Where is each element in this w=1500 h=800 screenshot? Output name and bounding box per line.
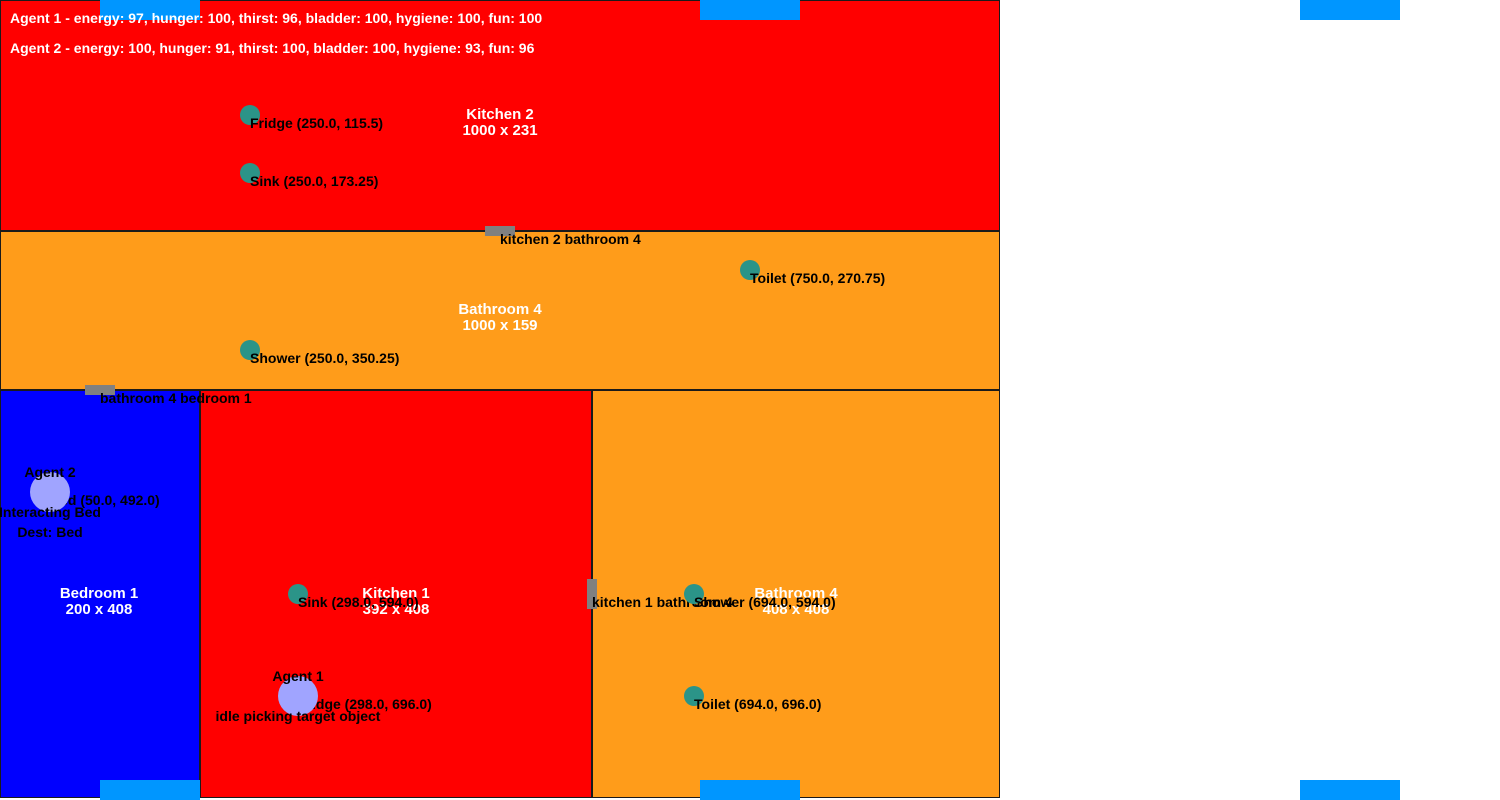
object-label: Shower (250.0, 350.25): [250, 350, 400, 366]
door-kitchen1-bathroom4[interactable]: [587, 579, 597, 609]
shower-object[interactable]: [684, 584, 704, 604]
agent-state: Interacting Bed: [0, 504, 101, 520]
room-name: Kitchen 2: [466, 106, 534, 123]
agent-name: Agent 2: [24, 464, 76, 480]
room-kitchen-2: [0, 0, 1000, 231]
sink-object[interactable]: [288, 584, 308, 604]
toilet-object[interactable]: [684, 686, 704, 706]
agent-1[interactable]: [278, 676, 318, 716]
object-label: Sink (298.0, 594.0): [298, 594, 419, 610]
room-label-kitchen-2: Kitchen 2 1000 x 231: [462, 107, 537, 139]
room-size: 1000 x 159: [462, 317, 538, 334]
window: [700, 0, 800, 20]
fridge-object[interactable]: [240, 105, 260, 125]
object-label: Fridge (250.0, 115.5): [250, 115, 384, 131]
room-size: 392 x 408: [362, 601, 430, 618]
agent-destination: Dest: Bed: [17, 524, 83, 540]
room-kitchen-1: [200, 390, 592, 798]
room-label-bathroom-4-bottom: Bathroom 4 408 x 408: [754, 586, 837, 618]
window: [1300, 780, 1400, 800]
room-label-bathroom-4-top: Bathroom 4 1000 x 159: [458, 302, 541, 334]
door-label: kitchen 2 bathroom 4: [500, 231, 641, 247]
room-bathroom-4-top: [0, 231, 1000, 390]
object-label: Toilet (750.0, 270.75): [750, 270, 886, 286]
room-label-kitchen-1: Kitchen 1 392 x 408: [362, 586, 430, 618]
agent-name: Agent 1: [272, 668, 324, 684]
room-name: Kitchen 1: [362, 585, 430, 602]
room-size: 200 x 408: [65, 601, 133, 618]
room-bathroom-4-bottom: [592, 390, 1000, 798]
room-label-bedroom-1: Bedroom 1 200 x 408: [60, 586, 138, 618]
window: [100, 0, 200, 20]
object-label: Shower (694.0, 594.0): [694, 594, 836, 610]
object-label: Sink (250.0, 173.25): [250, 173, 379, 189]
room-name: Bedroom 1: [59, 585, 139, 602]
room-size: 408 x 408: [762, 601, 830, 618]
object-label: Bed (50.0, 492.0): [50, 492, 160, 508]
window: [700, 780, 800, 800]
agent-2-status: Agent 2 - energy: 100, hunger: 91, thirs…: [10, 40, 535, 56]
toilet-object[interactable]: [740, 260, 760, 280]
object-label: Fridge (298.0, 696.0): [298, 696, 432, 712]
room-name: Bathroom 4: [458, 301, 542, 318]
room-name: Bathroom 4: [754, 585, 838, 602]
window: [1300, 0, 1400, 20]
door-label: bathroom 4 bedroom 1: [100, 390, 252, 406]
agent-2[interactable]: [30, 472, 70, 512]
shower-object[interactable]: [240, 340, 260, 360]
room-size: 1000 x 231: [462, 122, 538, 139]
door-kitchen2-bathroom4[interactable]: [485, 226, 515, 236]
agent-1-status: Agent 1 - energy: 97, hunger: 100, thirs…: [10, 10, 543, 26]
door-bathroom4-bedroom1[interactable]: [85, 385, 115, 395]
sink-object[interactable]: [240, 163, 260, 183]
object-label: Toilet (694.0, 696.0): [694, 696, 822, 712]
window: [100, 780, 200, 800]
agent-state: idle picking target object: [215, 708, 381, 724]
